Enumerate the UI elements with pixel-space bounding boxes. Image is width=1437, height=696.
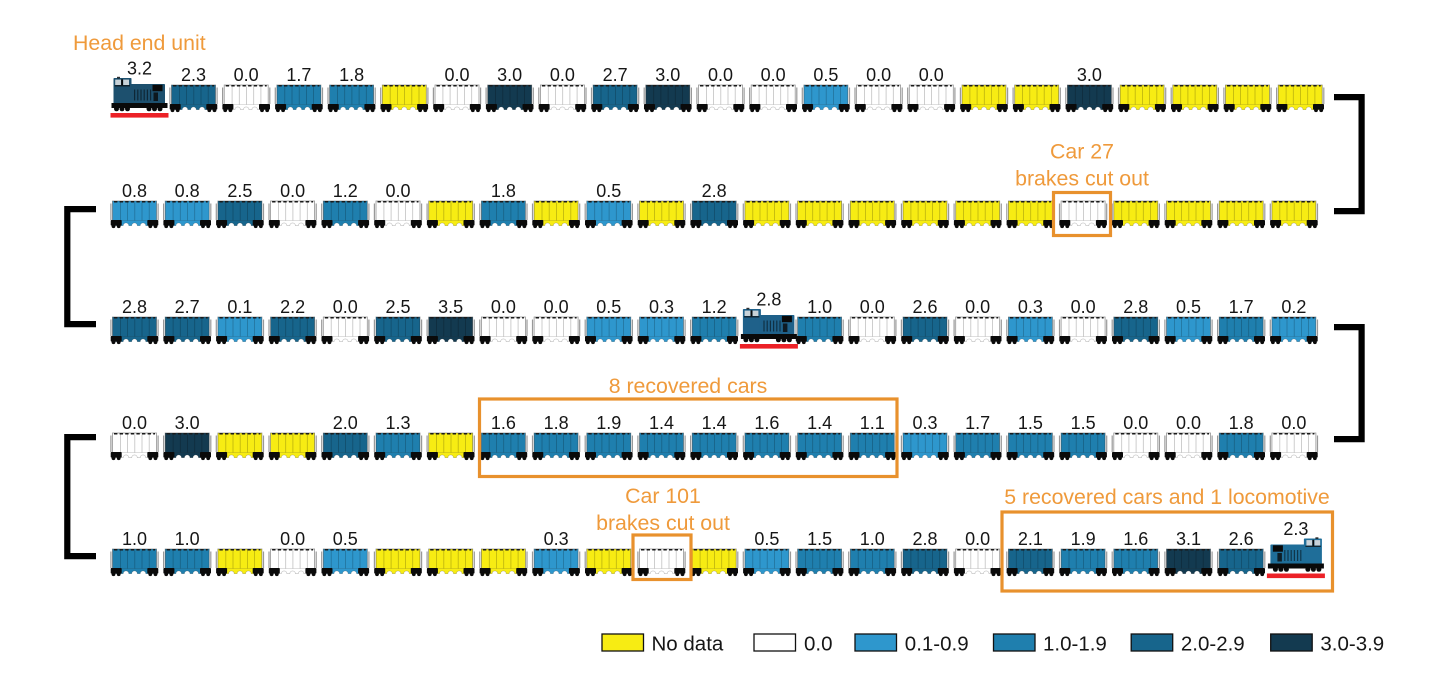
svg-text:1.8: 1.8 (1229, 413, 1254, 433)
svg-text:0.0: 0.0 (280, 181, 305, 201)
svg-text:1.2: 1.2 (702, 297, 727, 317)
svg-text:1.0: 1.0 (175, 529, 200, 549)
svg-text:3.0: 3.0 (655, 65, 680, 85)
svg-text:1.7: 1.7 (965, 413, 990, 433)
svg-text:1.7: 1.7 (1229, 297, 1254, 317)
svg-text:brakes cut out: brakes cut out (1015, 167, 1149, 191)
svg-text:2.3: 2.3 (181, 65, 206, 85)
svg-text:0.0: 0.0 (234, 65, 259, 85)
svg-text:0.0: 0.0 (491, 297, 516, 317)
svg-text:0.1-0.9: 0.1-0.9 (905, 633, 969, 656)
svg-text:0.0: 0.0 (385, 181, 410, 201)
svg-text:3.2: 3.2 (127, 59, 152, 79)
svg-text:0.3: 0.3 (649, 297, 674, 317)
svg-text:3.0-3.9: 3.0-3.9 (1320, 633, 1384, 656)
svg-text:1.1: 1.1 (860, 413, 885, 433)
svg-text:1.4: 1.4 (807, 413, 832, 433)
svg-text:2.6: 2.6 (1229, 529, 1254, 549)
svg-text:1.0: 1.0 (122, 529, 147, 549)
svg-text:1.6: 1.6 (1123, 529, 1148, 549)
svg-text:1.2: 1.2 (333, 181, 358, 201)
svg-text:5 recovered cars and 1 locomot: 5 recovered cars and 1 locomotive (1004, 485, 1330, 509)
svg-text:Head end unit: Head end unit (73, 31, 206, 55)
svg-text:2.0-2.9: 2.0-2.9 (1181, 633, 1245, 656)
svg-text:1.5: 1.5 (1071, 413, 1096, 433)
svg-text:0.3: 0.3 (544, 529, 569, 549)
svg-text:1.8: 1.8 (491, 181, 516, 201)
svg-text:2.3: 2.3 (1283, 519, 1308, 539)
svg-text:0.5: 0.5 (1176, 297, 1201, 317)
svg-text:0.0: 0.0 (333, 297, 358, 317)
svg-text:3.5: 3.5 (438, 297, 463, 317)
svg-text:2.7: 2.7 (175, 297, 200, 317)
svg-text:8 recovered cars: 8 recovered cars (609, 374, 768, 398)
svg-text:2.1: 2.1 (1018, 529, 1043, 549)
svg-text:0.0: 0.0 (544, 297, 569, 317)
svg-text:2.0: 2.0 (333, 413, 358, 433)
svg-text:Car 101: Car 101 (625, 484, 701, 508)
svg-text:0.0: 0.0 (804, 633, 833, 656)
svg-text:3.0: 3.0 (175, 413, 200, 433)
svg-text:0.0: 0.0 (1281, 413, 1306, 433)
svg-text:0.0: 0.0 (919, 65, 944, 85)
svg-text:0.0: 0.0 (860, 297, 885, 317)
svg-text:No data: No data (652, 633, 724, 656)
svg-text:3.0: 3.0 (497, 65, 522, 85)
svg-text:1.8: 1.8 (544, 413, 569, 433)
svg-text:2.5: 2.5 (227, 181, 252, 201)
svg-text:3.1: 3.1 (1176, 529, 1201, 549)
svg-text:2.8: 2.8 (756, 290, 781, 310)
svg-text:0.5: 0.5 (333, 529, 358, 549)
svg-text:1.5: 1.5 (1018, 413, 1043, 433)
svg-text:2.5: 2.5 (385, 297, 410, 317)
svg-text:0.5: 0.5 (596, 297, 621, 317)
svg-text:3.0: 3.0 (1077, 65, 1102, 85)
svg-text:1.5: 1.5 (807, 529, 832, 549)
svg-text:1.6: 1.6 (754, 413, 779, 433)
svg-text:0.3: 0.3 (1018, 297, 1043, 317)
svg-text:brakes cut out: brakes cut out (596, 511, 730, 535)
svg-text:0.0: 0.0 (280, 529, 305, 549)
svg-text:1.0-1.9: 1.0-1.9 (1043, 633, 1107, 656)
svg-text:0.5: 0.5 (754, 529, 779, 549)
svg-text:1.3: 1.3 (385, 413, 410, 433)
svg-text:1.6: 1.6 (491, 413, 516, 433)
svg-text:0.3: 0.3 (912, 413, 937, 433)
svg-text:1.8: 1.8 (339, 65, 364, 85)
svg-text:2.6: 2.6 (912, 297, 937, 317)
svg-text:0.0: 0.0 (965, 529, 990, 549)
svg-text:0.1: 0.1 (227, 297, 252, 317)
svg-text:0.0: 0.0 (550, 65, 575, 85)
svg-text:0.5: 0.5 (596, 181, 621, 201)
svg-text:2.8: 2.8 (702, 181, 727, 201)
svg-text:1.4: 1.4 (702, 413, 727, 433)
svg-text:1.0: 1.0 (807, 297, 832, 317)
svg-text:0.0: 0.0 (122, 413, 147, 433)
svg-text:1.9: 1.9 (1071, 529, 1096, 549)
svg-text:1.4: 1.4 (649, 413, 674, 433)
svg-text:1.0: 1.0 (860, 529, 885, 549)
svg-text:2.8: 2.8 (122, 297, 147, 317)
svg-text:1.7: 1.7 (286, 65, 311, 85)
svg-text:0.0: 0.0 (444, 65, 469, 85)
svg-text:1.9: 1.9 (596, 413, 621, 433)
svg-text:Car 27: Car 27 (1050, 140, 1114, 164)
svg-text:2.8: 2.8 (912, 529, 937, 549)
svg-text:0.0: 0.0 (965, 297, 990, 317)
svg-text:0.0: 0.0 (1123, 413, 1148, 433)
svg-text:0.0: 0.0 (1176, 413, 1201, 433)
svg-text:0.2: 0.2 (1281, 297, 1306, 317)
svg-text:0.0: 0.0 (708, 65, 733, 85)
svg-text:2.2: 2.2 (280, 297, 305, 317)
svg-text:0.0: 0.0 (866, 65, 891, 85)
svg-text:2.8: 2.8 (1123, 297, 1148, 317)
svg-text:0.0: 0.0 (1071, 297, 1096, 317)
svg-text:2.7: 2.7 (603, 65, 628, 85)
svg-text:0.8: 0.8 (122, 181, 147, 201)
svg-text:0.8: 0.8 (175, 181, 200, 201)
svg-text:0.0: 0.0 (761, 65, 786, 85)
svg-text:0.5: 0.5 (813, 65, 838, 85)
